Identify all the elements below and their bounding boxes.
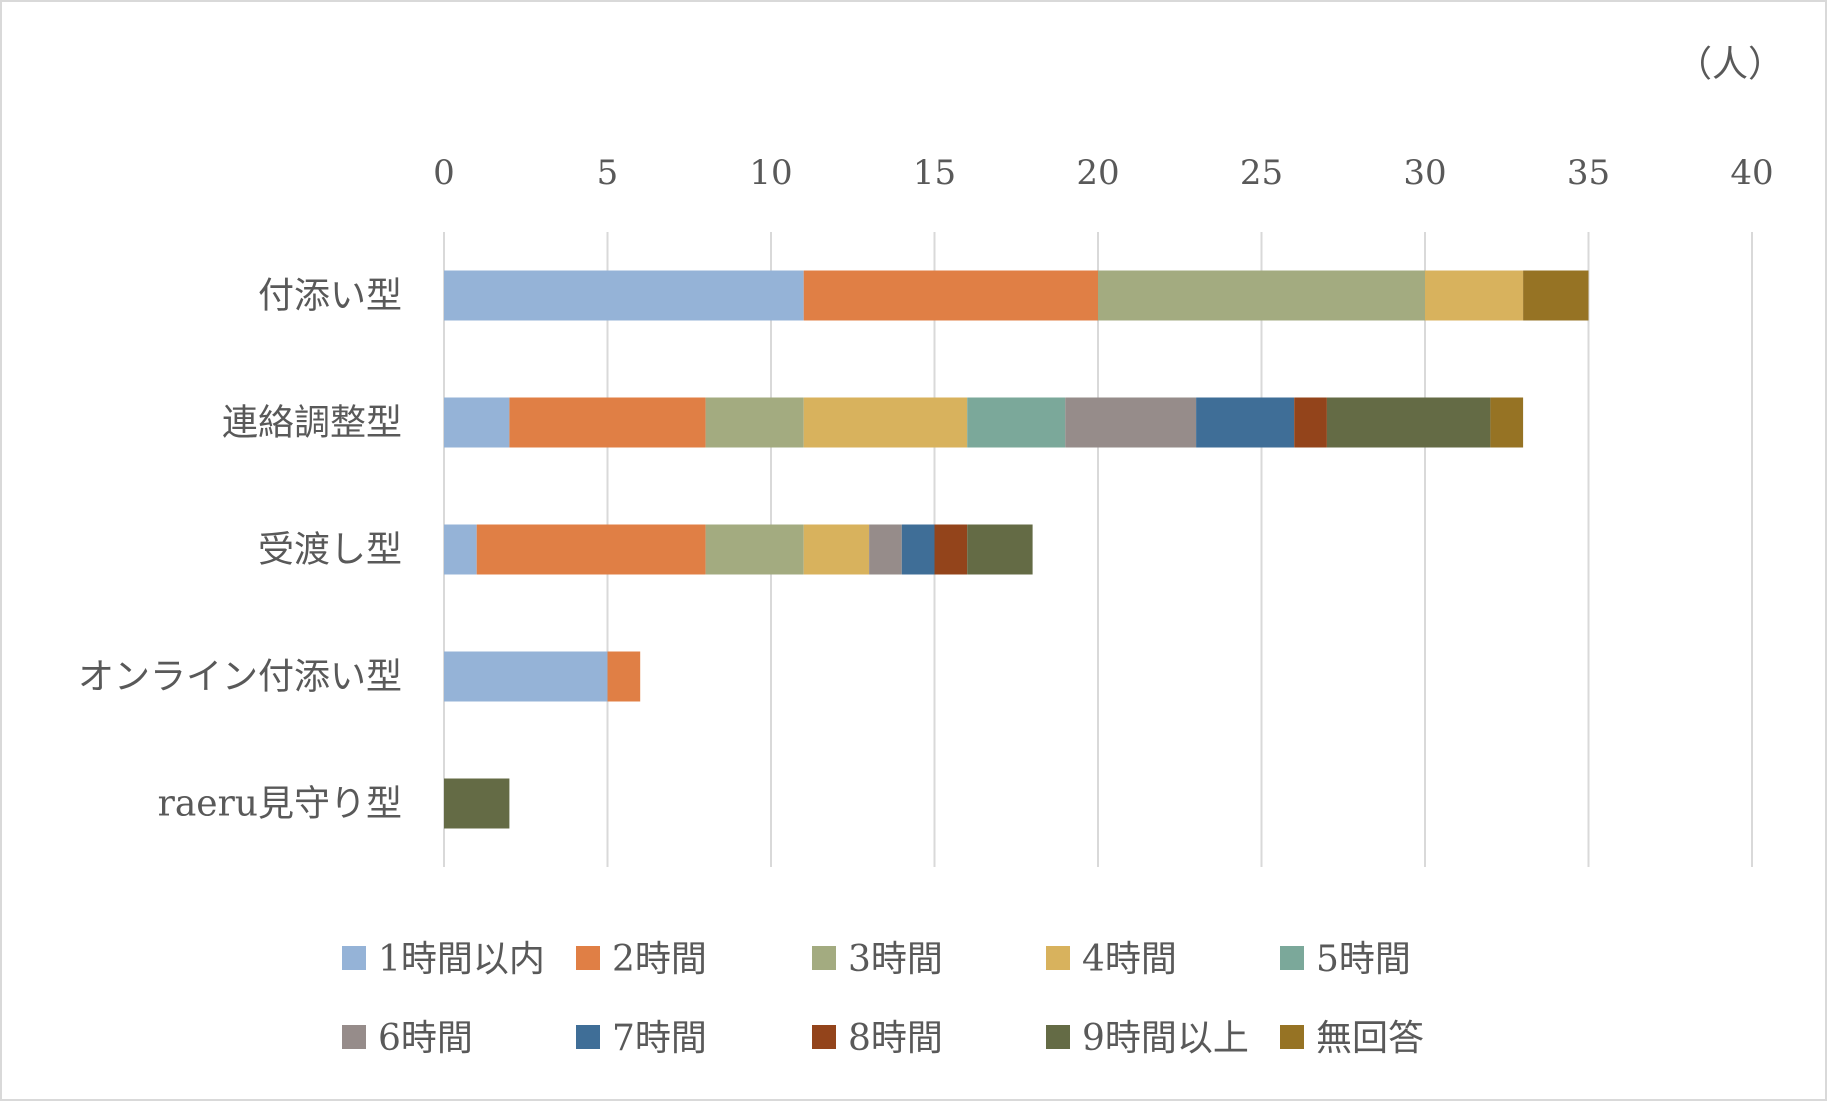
category-label: 連絡調整型 [222, 403, 402, 444]
legend-label: 2時間 [612, 939, 707, 980]
bar-segment-s3-c2 [705, 397, 804, 448]
bar-segment-s1-c3 [444, 524, 477, 575]
bar-segment-s2-c1 [803, 270, 1098, 321]
bar-segment-s7-c2 [1196, 397, 1295, 448]
legend-label: 4時間 [1082, 939, 1177, 980]
bar-segment-s3-c1 [1098, 270, 1425, 321]
legend: 1時間以内 2時間 3時間 4時間 5時間 6時間 7時間 8時間 9時間以上 無回答 [342, 939, 1424, 1059]
x-tick-label: 5 [597, 153, 619, 193]
legend-swatch [576, 946, 600, 970]
bar-segment-s1-c1 [444, 270, 804, 321]
bar-segment-s9-c3 [967, 524, 1033, 575]
legend-label: 5時間 [1316, 939, 1411, 980]
legend-swatch [1280, 1025, 1304, 1049]
legend-label: 9時間以上 [1082, 1018, 1249, 1059]
bar-segment-s4-c1 [1425, 270, 1524, 321]
x-tick-label: 25 [1240, 153, 1283, 193]
category-label: 受渡し型 [258, 530, 402, 571]
x-tick-label: 35 [1567, 153, 1610, 193]
bar-segment-s6-c3 [869, 524, 902, 575]
bar-segment-s7-c3 [901, 524, 935, 575]
category-label: 付添い型 [258, 276, 402, 317]
x-tick-label: 20 [1076, 153, 1119, 193]
bar-segment-s10-c1 [1523, 270, 1589, 321]
bar-segment-s9-c2 [1326, 397, 1491, 448]
unit-label: （人） [1676, 44, 1784, 85]
x-axis-ticks: 0 5 10 15 20 25 30 35 40 [433, 153, 1773, 193]
bar-segment-s2-c4 [607, 651, 641, 702]
bars [444, 270, 1589, 829]
category-label: raeru見守り型 [158, 784, 402, 825]
x-tick-label: 30 [1403, 153, 1446, 193]
x-tick-label: 40 [1730, 153, 1773, 193]
legend-swatch [1280, 946, 1304, 970]
legend-swatch [812, 946, 836, 970]
x-tick-label: 15 [913, 153, 956, 193]
legend-swatch [812, 1025, 836, 1049]
bar-segment-s8-c2 [1294, 397, 1327, 448]
legend-label: 無回答 [1316, 1018, 1424, 1059]
bar-segment-s4-c3 [803, 524, 870, 575]
legend-label: 1時間以内 [378, 939, 545, 980]
bar-segment-s10-c2 [1490, 397, 1524, 448]
legend-label: 6時間 [378, 1018, 473, 1059]
bar-segment-s3-c3 [705, 524, 804, 575]
bar-segment-s1-c2 [444, 397, 510, 448]
x-tick-label: 0 [433, 153, 455, 193]
legend-swatch [1046, 946, 1070, 970]
bar-segment-s2-c3 [476, 524, 706, 575]
bar-segment-s6-c2 [1065, 397, 1197, 448]
legend-label: 7時間 [612, 1018, 707, 1059]
legend-label: 8時間 [848, 1018, 943, 1059]
legend-swatch [342, 1025, 366, 1049]
legend-swatch [576, 1025, 600, 1049]
gridlines [443, 232, 1753, 867]
legend-swatch [1046, 1025, 1070, 1049]
bar-segment-s2-c2 [509, 397, 706, 448]
legend-label: 3時間 [848, 939, 943, 980]
bar-segment-s5-c2 [967, 397, 1066, 448]
bar-segment-s9-c5 [444, 778, 510, 829]
legend-swatch [342, 946, 366, 970]
x-tick-label: 10 [749, 153, 792, 193]
bar-segment-s8-c3 [934, 524, 968, 575]
category-label: オンライン付添い型 [78, 657, 402, 698]
bar-segment-s4-c2 [803, 397, 968, 448]
bar-segment-s1-c4 [444, 651, 608, 702]
